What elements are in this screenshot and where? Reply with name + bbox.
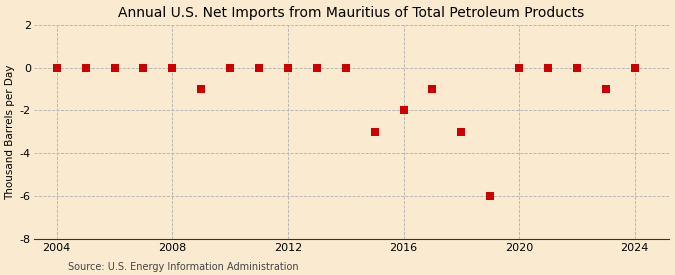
Point [456, 130, 466, 134]
Point [514, 65, 524, 70]
Point [398, 108, 409, 113]
Point [51, 65, 62, 70]
Point [629, 65, 640, 70]
Point [109, 65, 120, 70]
Point [427, 87, 438, 91]
Point [543, 65, 554, 70]
Point [485, 194, 495, 198]
Point [254, 65, 265, 70]
Point [225, 65, 236, 70]
Point [283, 65, 294, 70]
Point [196, 87, 207, 91]
Point [138, 65, 149, 70]
Text: Source: U.S. Energy Information Administration: Source: U.S. Energy Information Administ… [68, 262, 298, 272]
Point [167, 65, 178, 70]
Point [572, 65, 583, 70]
Point [311, 65, 322, 70]
Point [340, 65, 351, 70]
Point [369, 130, 380, 134]
Y-axis label: Thousand Barrels per Day: Thousand Barrels per Day [5, 64, 16, 200]
Title: Annual U.S. Net Imports from Mauritius of Total Petroleum Products: Annual U.S. Net Imports from Mauritius o… [118, 6, 585, 20]
Point [80, 65, 91, 70]
Point [601, 87, 612, 91]
